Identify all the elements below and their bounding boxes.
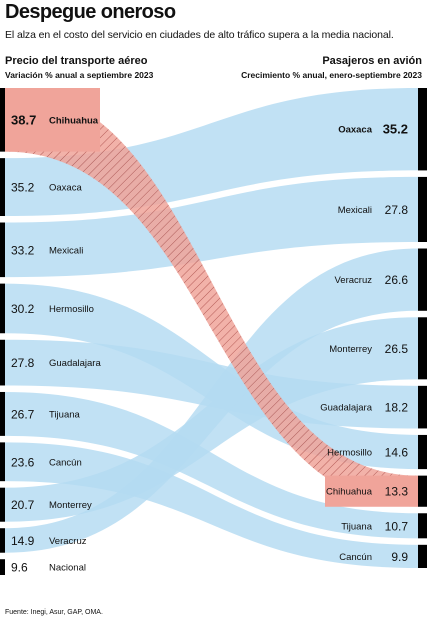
right-bar-guadalajara xyxy=(418,385,427,429)
left-city-chihuahua: Chihuahua xyxy=(49,115,99,126)
left-bar-chihuahua xyxy=(0,88,5,152)
left-value-guadalajara: 27.8 xyxy=(11,356,35,370)
left-bar-cancun xyxy=(0,442,5,482)
right-city-monterrey: Monterrey xyxy=(329,344,372,355)
right-bar-hermosillo xyxy=(418,434,427,470)
right-value-monterrey: 26.5 xyxy=(385,342,409,356)
left-bar-monterrey xyxy=(0,487,5,522)
source-note: Fuente: Inegi, Asur, GAP, OMA. xyxy=(5,609,103,616)
right-bar-monterrey xyxy=(418,317,427,380)
band-tijuana xyxy=(5,391,418,539)
right-value-veracruz: 26.6 xyxy=(385,273,409,287)
right-bar-oaxaca xyxy=(418,88,427,171)
left-value-tijuana: 26.7 xyxy=(11,407,35,421)
highlight-label-bg xyxy=(5,88,100,152)
left-value-oaxaca: 35.2 xyxy=(11,181,35,195)
band-mexicali xyxy=(5,176,418,278)
right-value-tijuana: 10.7 xyxy=(385,519,409,533)
chart-title: Despegue oneroso xyxy=(5,1,176,23)
right-city-tijuana: Tijuana xyxy=(341,521,373,532)
highlight-band-group xyxy=(5,88,418,507)
right-city-oaxaca: Oaxaca xyxy=(338,125,373,136)
right-city-hermosillo: Hermosillo xyxy=(327,448,372,459)
right-bar-chihuahua xyxy=(418,475,427,507)
chart-subtitle: El alza en el costo del servicio en ciud… xyxy=(5,29,394,41)
left-bar-tijuana xyxy=(0,391,5,436)
left-city-oaxaca: Oaxaca xyxy=(49,183,82,194)
band-guadalajara xyxy=(5,339,418,429)
left-city-monterrey: Monterrey xyxy=(49,500,92,511)
left-bar-guadalajara xyxy=(0,339,5,386)
right-value-cancun: 9.9 xyxy=(391,550,408,564)
right-bar-cancun xyxy=(418,544,427,568)
left-city-hermosillo: Hermosillo xyxy=(49,304,94,315)
right-city-chihuahua: Chihuahua xyxy=(326,487,373,498)
band-chihuahua xyxy=(5,88,418,507)
left-value-hermosillo: 30.2 xyxy=(11,302,35,316)
right-value-mexicali: 27.8 xyxy=(385,203,409,217)
flow-bands xyxy=(5,88,418,568)
left-bar-hermosillo xyxy=(0,283,5,334)
highlight-right-label-bg xyxy=(325,475,418,507)
right-city-mexicali: Mexicali xyxy=(338,205,372,216)
right-axis-title: Pasajeros en avión xyxy=(322,55,422,67)
right-bar-mexicali xyxy=(418,176,427,243)
left-city-tijuana: Tijuana xyxy=(49,409,81,420)
left-value-chihuahua: 38.7 xyxy=(11,112,36,127)
left-bar-nacional xyxy=(0,559,5,575)
right-value-guadalajara: 18.2 xyxy=(385,401,409,415)
right-city-veracruz: Veracruz xyxy=(335,275,373,286)
left-axis-subtitle: Variación % anual a septiembre 2023 xyxy=(5,70,154,80)
right-bar-tijuana xyxy=(418,513,427,539)
right-axis-subtitle: Crecimiento % anual, enero-septiembre 20… xyxy=(241,70,422,80)
left-value-veracruz: 14.9 xyxy=(11,534,35,548)
chart-marks: 38.7 Chihuahua 35.2 Oaxaca 33.2 Mexicali 30.2 H… xyxy=(0,88,427,575)
left-city-nacional: Nacional xyxy=(49,563,86,574)
left-value-cancun: 23.6 xyxy=(11,455,35,469)
right-value-chihuahua: 13.3 xyxy=(385,485,409,499)
left-value-monterrey: 20.7 xyxy=(11,498,35,512)
left-city-guadalajara: Guadalajara xyxy=(49,358,101,369)
left-value-mexicali: 33.2 xyxy=(11,243,35,257)
left-bar-mexicali xyxy=(0,222,5,278)
right-city-guadalajara: Guadalajara xyxy=(320,403,372,414)
left-axis-title: Precio del transporte aéreo xyxy=(5,55,148,67)
left-city-veracruz: Veracruz xyxy=(49,536,87,547)
right-value-oaxaca: 35.2 xyxy=(383,122,408,137)
left-bar-veracruz xyxy=(0,528,5,553)
right-value-hermosillo: 14.6 xyxy=(385,446,409,460)
left-bar-oaxaca xyxy=(0,158,5,217)
left-city-mexicali: Mexicali xyxy=(49,245,83,256)
band-veracruz xyxy=(5,248,418,553)
right-bar-veracruz xyxy=(418,248,427,311)
right-city-cancun: Cancún xyxy=(339,552,372,563)
left-value-nacional: 9.6 xyxy=(11,561,28,575)
left-city-cancun: Cancún xyxy=(49,457,82,468)
